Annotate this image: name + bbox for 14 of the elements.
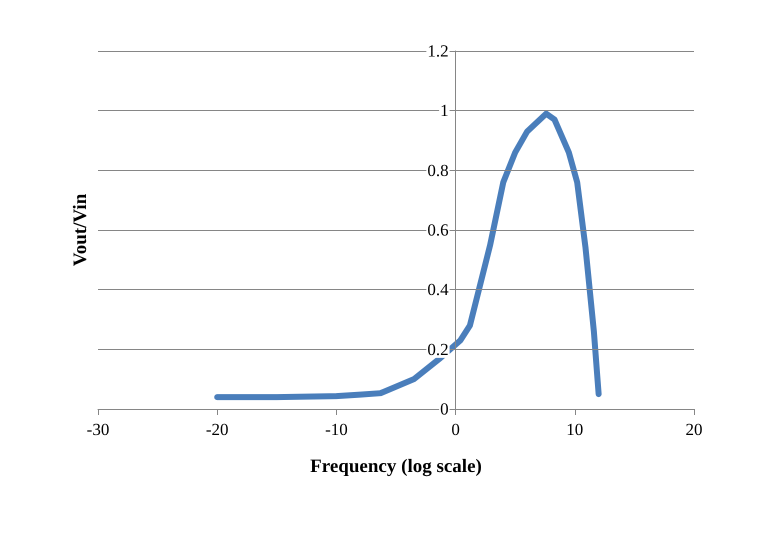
y-tick-label: 1	[440, 101, 449, 120]
x-tick-label: -20	[206, 420, 229, 439]
y-tick-label: 0.8	[427, 160, 449, 180]
x-tick-label: 10	[566, 420, 584, 439]
y-tick-label: 0.4	[427, 280, 450, 300]
y-tick-label: 0	[440, 400, 449, 418]
x-tick-label: -10	[325, 420, 348, 439]
x-tick-label: -30	[86, 420, 110, 439]
x-axis-title: Frequency (log scale)	[310, 456, 482, 477]
y-tick-label: 0.6	[427, 220, 449, 240]
y-tick-label: 1.2	[427, 42, 449, 60]
y-tick-label: 0.2	[427, 340, 449, 359]
x-tick-label: 20	[686, 420, 702, 439]
y-axis-title: Vout/Vin	[70, 193, 91, 266]
